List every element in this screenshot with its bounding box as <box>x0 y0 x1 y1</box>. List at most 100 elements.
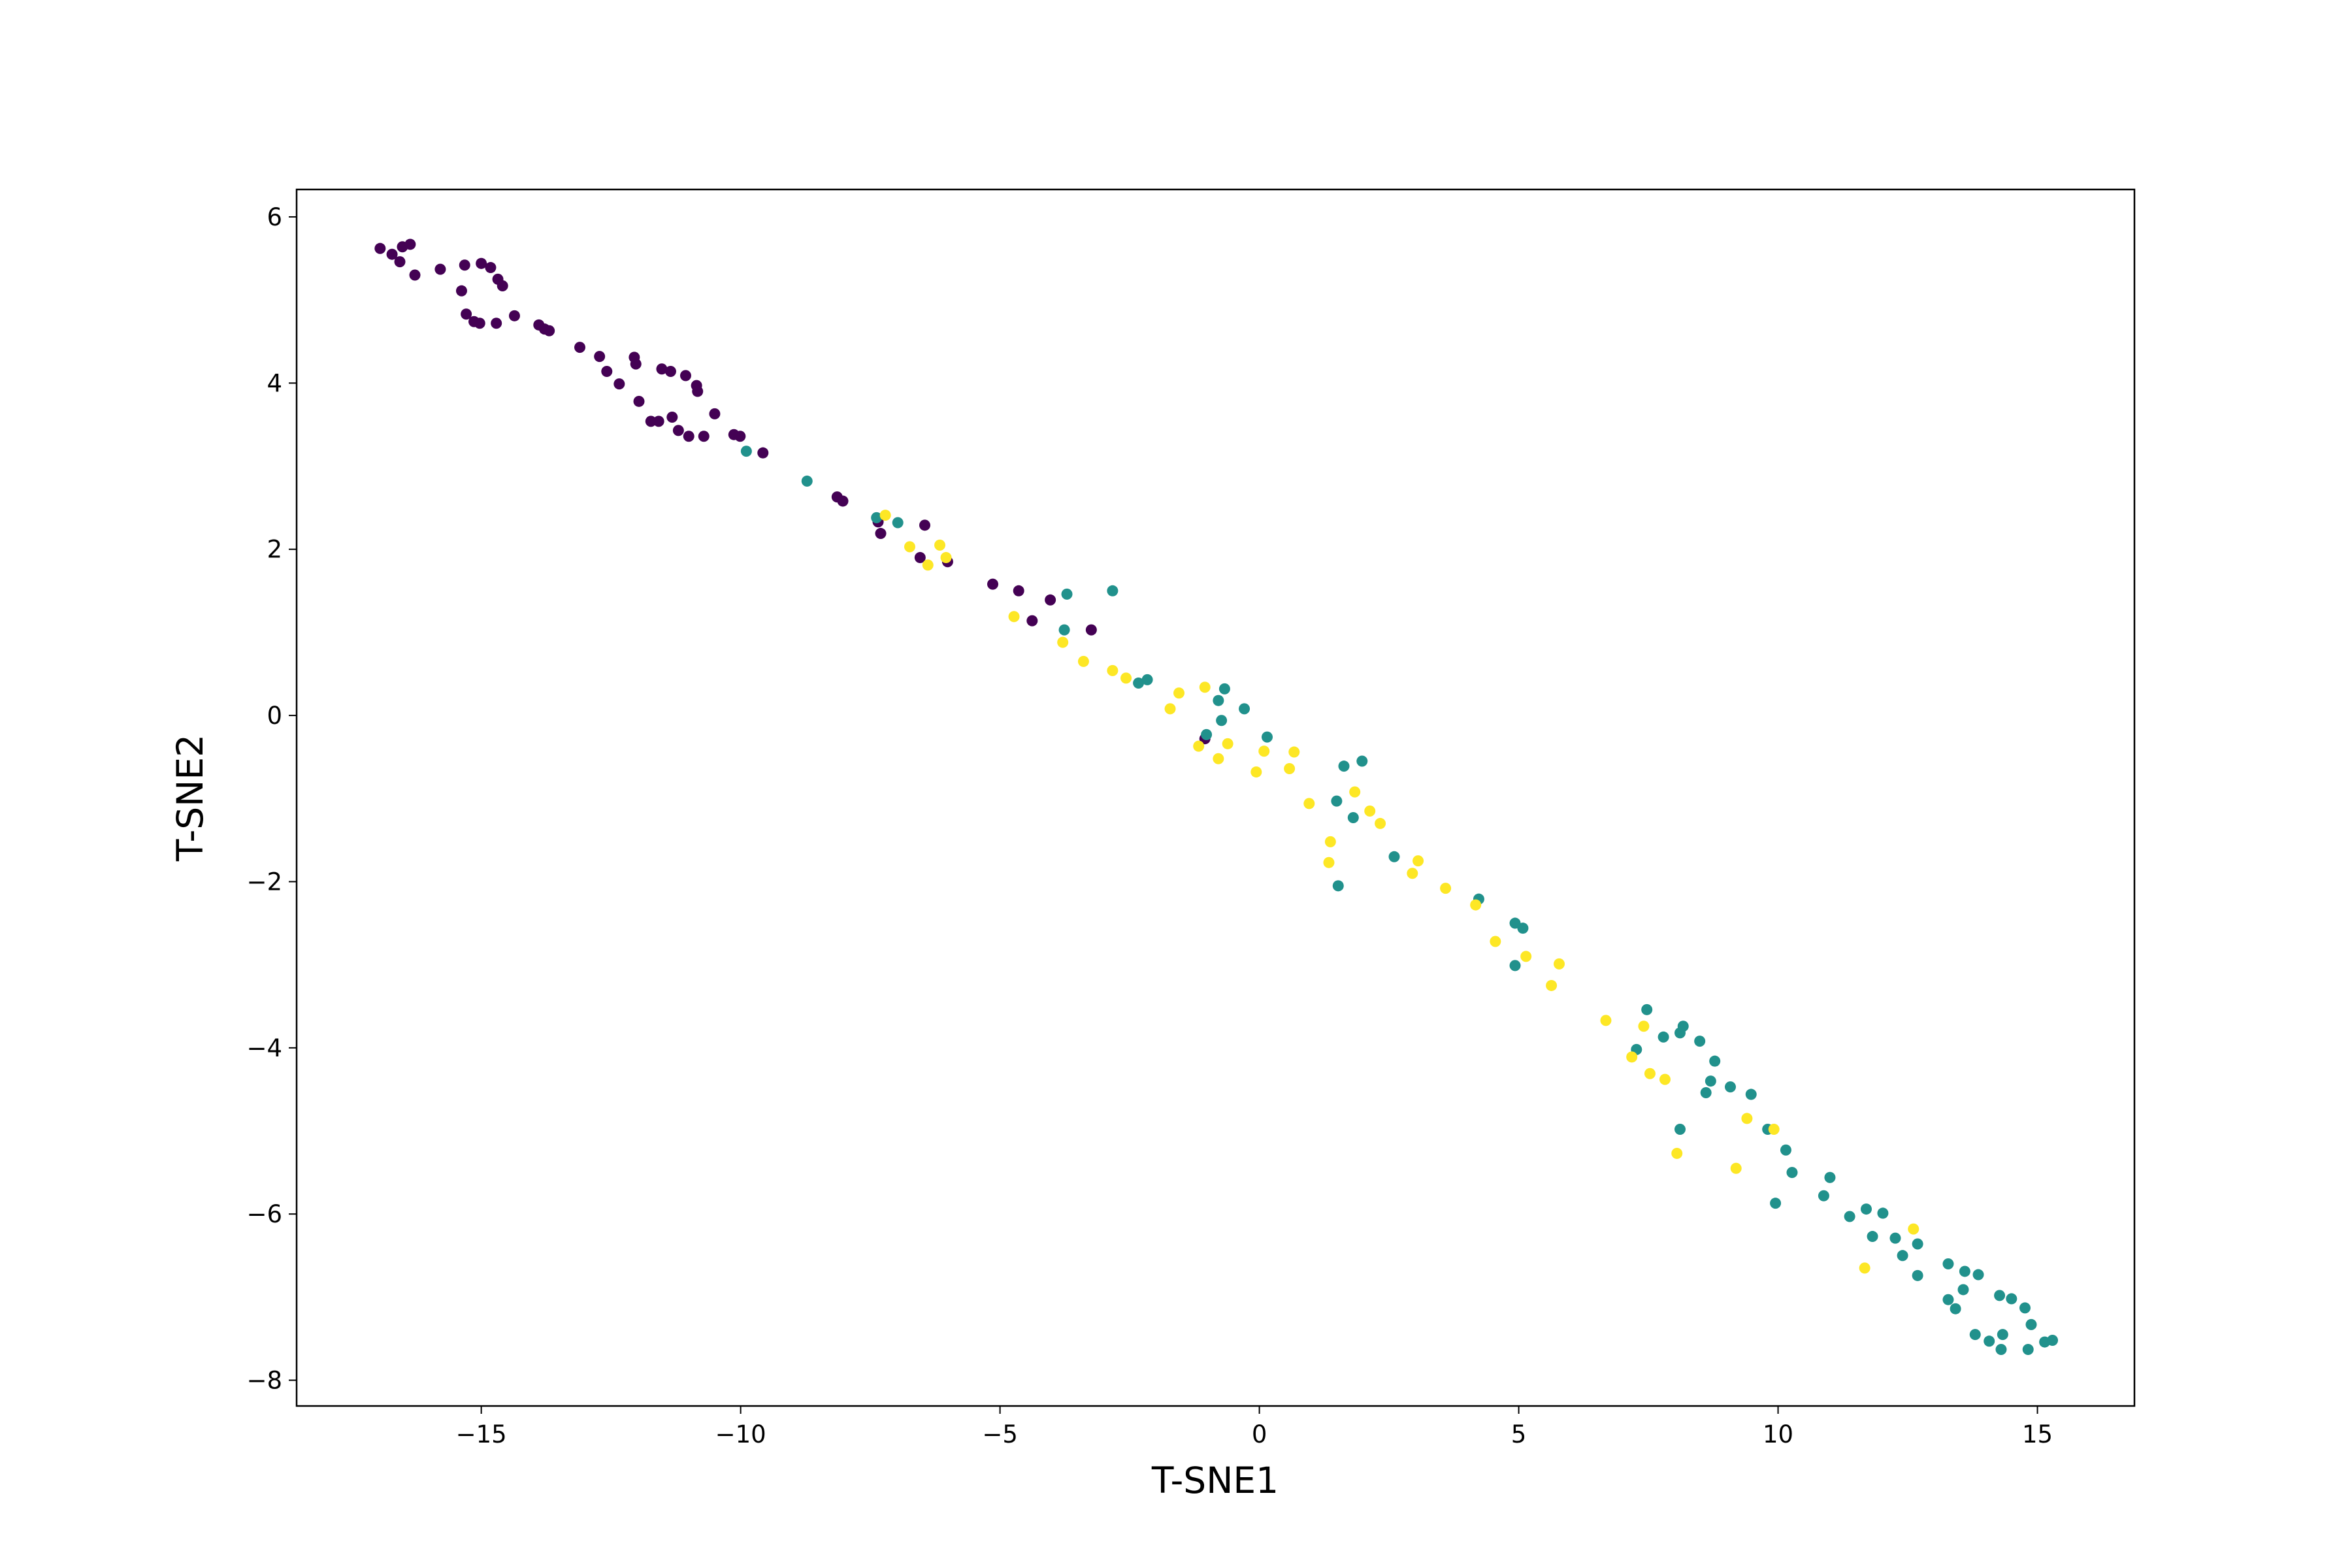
point <box>1133 677 1145 689</box>
point <box>1674 1123 1686 1135</box>
point <box>1288 746 1300 758</box>
point <box>491 318 502 329</box>
point <box>1969 1329 1981 1341</box>
point <box>1258 745 1270 757</box>
point <box>1470 899 1482 911</box>
point <box>1222 738 1233 749</box>
point <box>1388 851 1400 862</box>
point <box>1261 731 1273 743</box>
point <box>1641 1004 1653 1015</box>
point <box>645 416 657 427</box>
point <box>1638 1021 1650 1032</box>
point <box>613 378 625 390</box>
point <box>1085 624 1097 636</box>
point <box>1218 683 1230 694</box>
point <box>653 416 664 427</box>
point <box>1120 672 1132 684</box>
point <box>1972 1269 1984 1281</box>
point <box>2006 1293 2017 1305</box>
point <box>404 238 416 250</box>
point <box>1705 1075 1716 1087</box>
x-tick-label: 10 <box>1763 1420 1793 1448</box>
point <box>1008 611 1020 623</box>
y-tick-label: −4 <box>246 1034 282 1062</box>
point <box>709 408 721 419</box>
point <box>2025 1318 2037 1330</box>
point <box>1356 755 1368 767</box>
point <box>1213 753 1224 764</box>
point <box>1057 636 1069 648</box>
point <box>1861 1203 1872 1215</box>
point <box>1677 1021 1689 1032</box>
point <box>574 342 586 353</box>
point <box>1349 786 1361 798</box>
point <box>1213 694 1224 706</box>
point <box>656 363 668 375</box>
point <box>1173 687 1185 699</box>
point <box>1780 1144 1791 1156</box>
point <box>1141 674 1153 685</box>
point <box>601 366 613 378</box>
point <box>1490 936 1501 947</box>
point <box>1908 1223 1919 1235</box>
point <box>879 510 891 521</box>
point <box>1520 951 1532 962</box>
point <box>1517 923 1529 934</box>
point <box>409 269 421 281</box>
point <box>497 280 508 292</box>
point <box>2047 1335 2059 1347</box>
point <box>1950 1303 1961 1315</box>
point <box>594 351 606 363</box>
point <box>1013 585 1024 596</box>
point <box>508 310 520 321</box>
point <box>940 551 952 563</box>
point <box>1077 655 1089 667</box>
point <box>1026 615 1038 627</box>
point <box>1995 1344 2007 1356</box>
point <box>1164 703 1176 715</box>
point <box>904 541 915 553</box>
point <box>1407 868 1418 879</box>
point <box>1770 1198 1782 1209</box>
x-tick-label: −10 <box>715 1420 766 1448</box>
point <box>664 366 676 378</box>
point <box>1364 805 1376 817</box>
point <box>1844 1211 1855 1222</box>
point <box>630 358 642 370</box>
point <box>1239 703 1250 715</box>
y-tick-label: 2 <box>267 536 282 564</box>
point <box>1659 1073 1671 1085</box>
point <box>1284 762 1296 774</box>
point <box>757 447 769 459</box>
point <box>2022 1344 2034 1356</box>
point <box>1700 1087 1712 1099</box>
y-tick-label: 6 <box>267 203 282 231</box>
point <box>1061 588 1073 600</box>
point <box>1216 715 1228 727</box>
point <box>1877 1207 1889 1219</box>
point <box>1546 979 1558 991</box>
point <box>1709 1055 1721 1067</box>
point <box>434 263 446 275</box>
point <box>914 551 926 563</box>
point <box>1957 1284 1969 1296</box>
point <box>633 395 645 407</box>
x-tick-label: 5 <box>1511 1420 1527 1448</box>
point <box>1867 1231 1878 1243</box>
point <box>474 318 485 329</box>
point <box>476 257 487 269</box>
point <box>394 256 406 268</box>
point <box>1413 855 1424 867</box>
point <box>837 495 849 507</box>
point <box>679 370 691 382</box>
point <box>1730 1162 1742 1174</box>
point <box>386 248 398 260</box>
x-tick-label: 15 <box>2022 1420 2053 1448</box>
point <box>1199 681 1211 693</box>
point <box>1889 1232 1901 1244</box>
point <box>698 431 710 442</box>
point <box>1045 594 1056 606</box>
point <box>734 431 746 442</box>
